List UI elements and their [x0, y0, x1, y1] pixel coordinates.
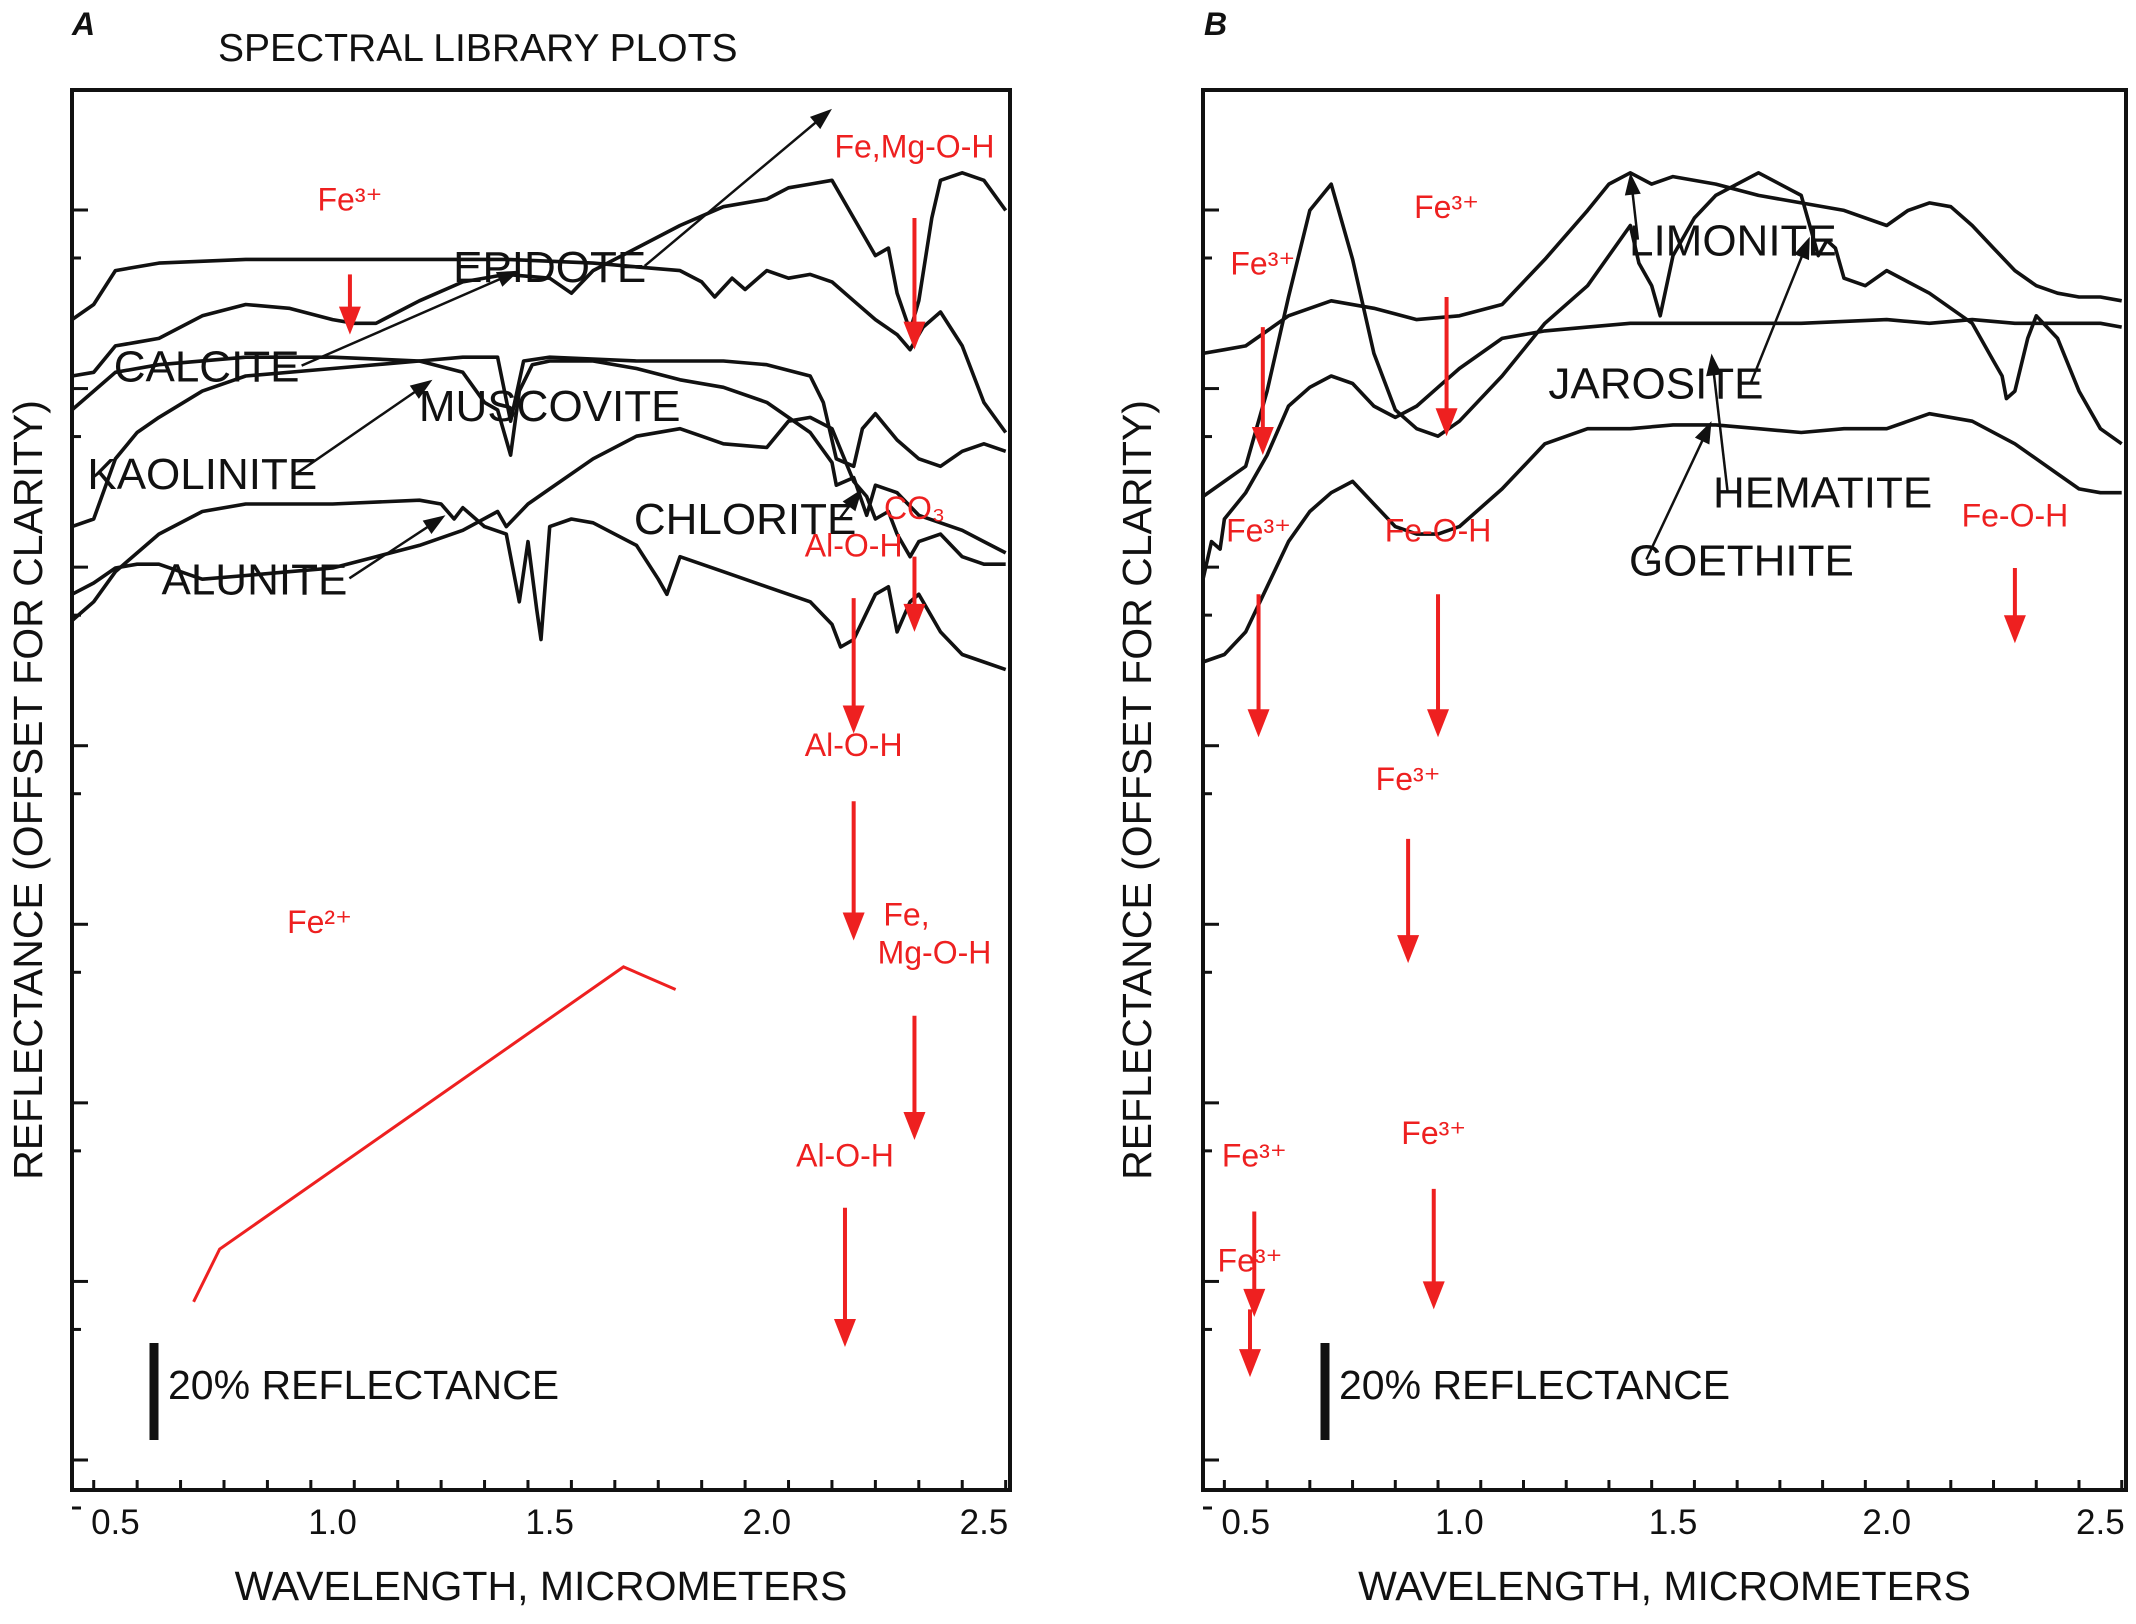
panel-a-pointer-head	[495, 270, 520, 287]
panel-a-xtick-label: 2.0	[742, 1503, 791, 1542]
panel-a-annotation-arrowhead	[833, 1318, 856, 1347]
panel-a-pointer-line	[348, 521, 435, 580]
panel-b-pointer-line	[1630, 186, 1640, 240]
panel-b-curve-hematite	[1201, 317, 2123, 580]
panel-b-frame	[1201, 88, 2128, 1492]
panel-a-ylabel: REFLECTANCE (OFFSET FOR CLARITY)	[5, 400, 51, 1180]
panel-b-annotation-text: Fe-O-H	[1962, 498, 2069, 534]
panel-a-label-alunite: ALUNITE	[161, 555, 347, 604]
panel-b-xtick-label: 2.0	[1862, 1503, 1911, 1542]
panel-b-ylabel: REFLECTANCE (OFFSET FOR CLARITY)	[1114, 400, 1160, 1180]
panel-b-scale-bar-label: 20% REFLECTANCE	[1339, 1362, 1730, 1408]
panel-b-pointer-line	[1749, 249, 1806, 384]
panel-a-annotation-text: Fe³⁺	[317, 181, 382, 217]
panel-a-scale-bar-label: 20% REFLECTANCE	[168, 1362, 559, 1408]
panel-b-curve-jarosite	[1201, 171, 2123, 498]
panel-b-xlabel: WAVELENGTH, MICROMETERS	[1358, 1563, 1971, 1609]
panel-a-pointer-head	[809, 108, 832, 130]
panel-b-pointer-line	[1645, 433, 1707, 561]
panel-b-pointer-head	[1694, 421, 1712, 445]
panel-b-curve-goethite	[1202, 411, 2122, 664]
panel-b-label: B	[1204, 6, 1227, 42]
panel-b-annotation-arrowhead	[1247, 709, 1270, 738]
panel-a-curve-alunite	[70, 498, 1007, 672]
panel-b-annotation-arrowhead	[1397, 935, 1420, 964]
panel-a-annotation-text: Fe²⁺	[287, 904, 352, 940]
panel-b-annotation-arrowhead	[1251, 427, 1274, 456]
panel-b-xtick-label: 1.5	[1649, 1503, 1698, 1542]
panel-a-annotation-text: Al-O-H	[796, 1137, 894, 1173]
panel-a-pointer-head	[409, 379, 433, 399]
panel-a-annotation-text: Al-O-H	[805, 727, 903, 763]
panel-b-annotation-text: Fe³⁺	[1226, 513, 1291, 549]
panel-a-chart: 0.5 1.0 1.5 2.0 2.5 WAVELENGTH, MICROMETERS RE…	[5, 88, 1012, 1609]
panel-a-xtick-label: 1.0	[308, 1503, 357, 1542]
panel-b-chart: 0.5 1.0 1.5 2.0 2.5 WAVELENGTH, MICROMETERS RE…	[1114, 88, 2128, 1609]
panel-a-label-kaolinite: KAOLINITE	[87, 450, 317, 499]
panel-b-annotation-text: Fe³⁺	[1414, 189, 1479, 225]
panel-a-xtick-label: 0.5	[91, 1503, 140, 1542]
panel-b-annotation-text: Fe³⁺	[1401, 1115, 1466, 1151]
panel-a-frame	[70, 88, 1012, 1492]
panel-a-annotation-text: Al-O-H	[805, 528, 903, 564]
panel-b-xtick-label: 0.5	[1221, 1503, 1270, 1542]
panel-a-pointer-head	[842, 488, 863, 512]
panel-a-pointer-line	[296, 386, 422, 474]
panel-b-curve-limonite	[1202, 171, 2123, 356]
panel-a-label-chlorite: CHLORITE	[634, 495, 856, 544]
panel-b-annotation-text: Fe-O-H	[1385, 513, 1492, 549]
panel-a-annotation-text: Fe,	[883, 896, 929, 932]
panel-b-label-jarosite: JAROSITE	[1548, 360, 1763, 409]
panel-a-pointer-line	[301, 275, 507, 367]
panel-b-pointer-line	[1711, 367, 1729, 492]
panel-a-curve-muscovite	[71, 355, 1007, 529]
panel-b-annotation-text: Fe³⁺	[1222, 1137, 1287, 1173]
panel-a-pointer-head	[422, 515, 446, 535]
panel-a-pointer-line	[643, 116, 823, 267]
panel-b-label-goethite: GOETHITE	[1629, 536, 1854, 585]
panel-a-annotation-arrowhead	[842, 912, 865, 941]
panel-b-annotation-arrowhead	[2003, 615, 2026, 644]
panel-b-annotation-arrowhead	[1427, 709, 1450, 738]
panel-b-xtick-label: 2.5	[2076, 1503, 2125, 1542]
figure-title: SPECTRAL LIBRARY PLOTS	[218, 27, 737, 70]
panel-a-fe2-bracket	[192, 965, 677, 1303]
panel-a-annotation-text: Mg-O-H	[878, 934, 992, 970]
panel-b-annotation-arrowhead	[1243, 1288, 1266, 1317]
panel-a-label-muscovite: MUSCOVITE	[419, 382, 681, 431]
panel-a-curve-kaolinite	[70, 355, 1007, 555]
panel-b-annotation-text: Fe³⁺	[1230, 245, 1295, 281]
panel-b-label-hematite: HEMATITE	[1713, 469, 1932, 518]
panel-a-xtick-label: 1.5	[525, 1503, 574, 1542]
panel-a-annotation-text: Fe,Mg-O-H	[834, 129, 994, 165]
panel-a-annotation-arrowhead	[338, 306, 361, 335]
panel-b-annotation-text: Fe³⁺	[1376, 761, 1441, 797]
panel-a-annotation-arrowhead	[903, 321, 926, 350]
panel-a-label-epidote: EPIDOTE	[453, 243, 646, 292]
panel-a-xlabel: WAVELENGTH, MICROMETERS	[235, 1563, 848, 1609]
panel-a-curve-chlorite	[71, 415, 1006, 596]
panel-b-xtick-label: 1.0	[1435, 1503, 1484, 1542]
panel-b-pointer-head	[1706, 353, 1722, 377]
panel-b-pointer-head	[1794, 236, 1810, 261]
panel-a-label: A	[71, 6, 95, 42]
panel-b-pointer-head	[1624, 172, 1641, 196]
panel-b-annotation-arrowhead	[1239, 1349, 1262, 1378]
panel-b-annotation-arrowhead	[1435, 408, 1458, 437]
panel-a-xtick-label: 2.5	[960, 1503, 1009, 1542]
panel-b-annotation-text: Fe³⁺	[1218, 1243, 1283, 1279]
panel-a-annotation-arrowhead	[903, 1112, 926, 1140]
panel-b-annotation-arrowhead	[1422, 1281, 1445, 1310]
panel-a-annotation-text: CO₃	[884, 490, 945, 526]
panel-a-annotation-arrowhead	[842, 705, 865, 734]
panel-a-annotation-arrowhead	[903, 603, 926, 632]
